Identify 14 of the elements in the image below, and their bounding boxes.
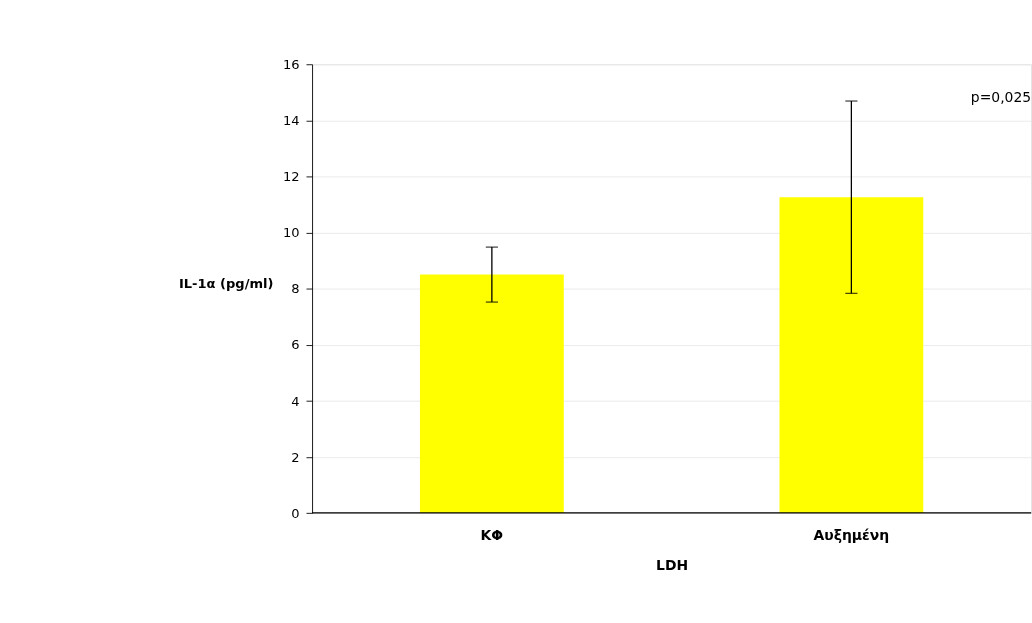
y-tick-label: 16 (282, 57, 300, 73)
annotation: p=0,025 (970, 88, 1032, 105)
x-axis-title: LDH (656, 556, 689, 573)
y-tick-label: 0 (291, 505, 300, 521)
y-tick-label: 6 (291, 337, 300, 353)
y-tick-label: 2 (291, 449, 300, 465)
y-axis-title: IL-1α (pg/ml) (178, 276, 274, 292)
x-tick-label: ΚΦ (480, 527, 504, 544)
y-tick-label: 14 (282, 113, 300, 129)
y-tick-label: 4 (291, 393, 300, 409)
x-tick-label: Αυξημένη (813, 527, 890, 544)
y-tick-label: 10 (282, 225, 300, 241)
y-tick-label: 8 (291, 281, 300, 297)
y-tick-label: 12 (282, 169, 300, 185)
